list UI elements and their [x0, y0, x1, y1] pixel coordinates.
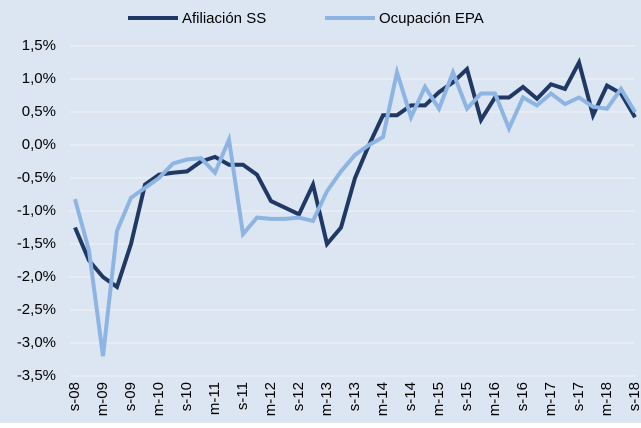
x-tick-label: s-13: [346, 382, 363, 411]
x-tick-label: s-14: [402, 382, 419, 411]
y-tick-label: -0,5%: [17, 169, 56, 186]
x-tick-label: m-09: [94, 382, 111, 416]
y-tick-label: 0,0%: [22, 136, 56, 153]
x-tick-label: m-13: [318, 382, 335, 416]
legend-label: Afiliación SS: [182, 10, 266, 27]
y-tick-label: 1,0%: [22, 70, 56, 87]
x-tick-label: m-16: [486, 382, 503, 416]
x-tick-label: m-11: [206, 382, 223, 415]
x-tick-label: s-11: [234, 382, 251, 410]
series-line: [73, 64, 637, 357]
x-tick-label: m-18: [598, 382, 615, 416]
x-tick-label: s-16: [514, 382, 531, 411]
x-tick-label: s-15: [458, 382, 475, 411]
y-tick-label: -1,0%: [17, 202, 56, 219]
x-tick-label: s-18: [626, 382, 641, 411]
series-line: [73, 57, 637, 291]
x-tick-label: s-17: [570, 382, 587, 411]
y-tick-label: -2,0%: [17, 268, 56, 285]
x-tick-label: s-08: [66, 382, 83, 411]
y-tick-label: 0,5%: [22, 103, 56, 120]
x-tick-label: m-15: [430, 382, 447, 416]
x-tick-label: s-09: [122, 382, 139, 411]
x-tick-label: m-12: [262, 382, 279, 416]
legend-label: Ocupación EPA: [379, 10, 484, 27]
y-tick-label: 1,5%: [22, 37, 56, 54]
y-tick-label: -2,5%: [17, 301, 56, 318]
x-tick-label: s-10: [178, 382, 195, 411]
x-tick-label: s-12: [290, 382, 307, 411]
y-tick-label: -3,0%: [17, 334, 56, 351]
y-tick-label: -3,5%: [17, 367, 56, 384]
x-tick-label: m-14: [374, 382, 391, 416]
x-tick-label: m-17: [542, 382, 559, 416]
x-tick-label: m-10: [150, 382, 167, 416]
y-tick-label: -1,5%: [17, 235, 56, 252]
